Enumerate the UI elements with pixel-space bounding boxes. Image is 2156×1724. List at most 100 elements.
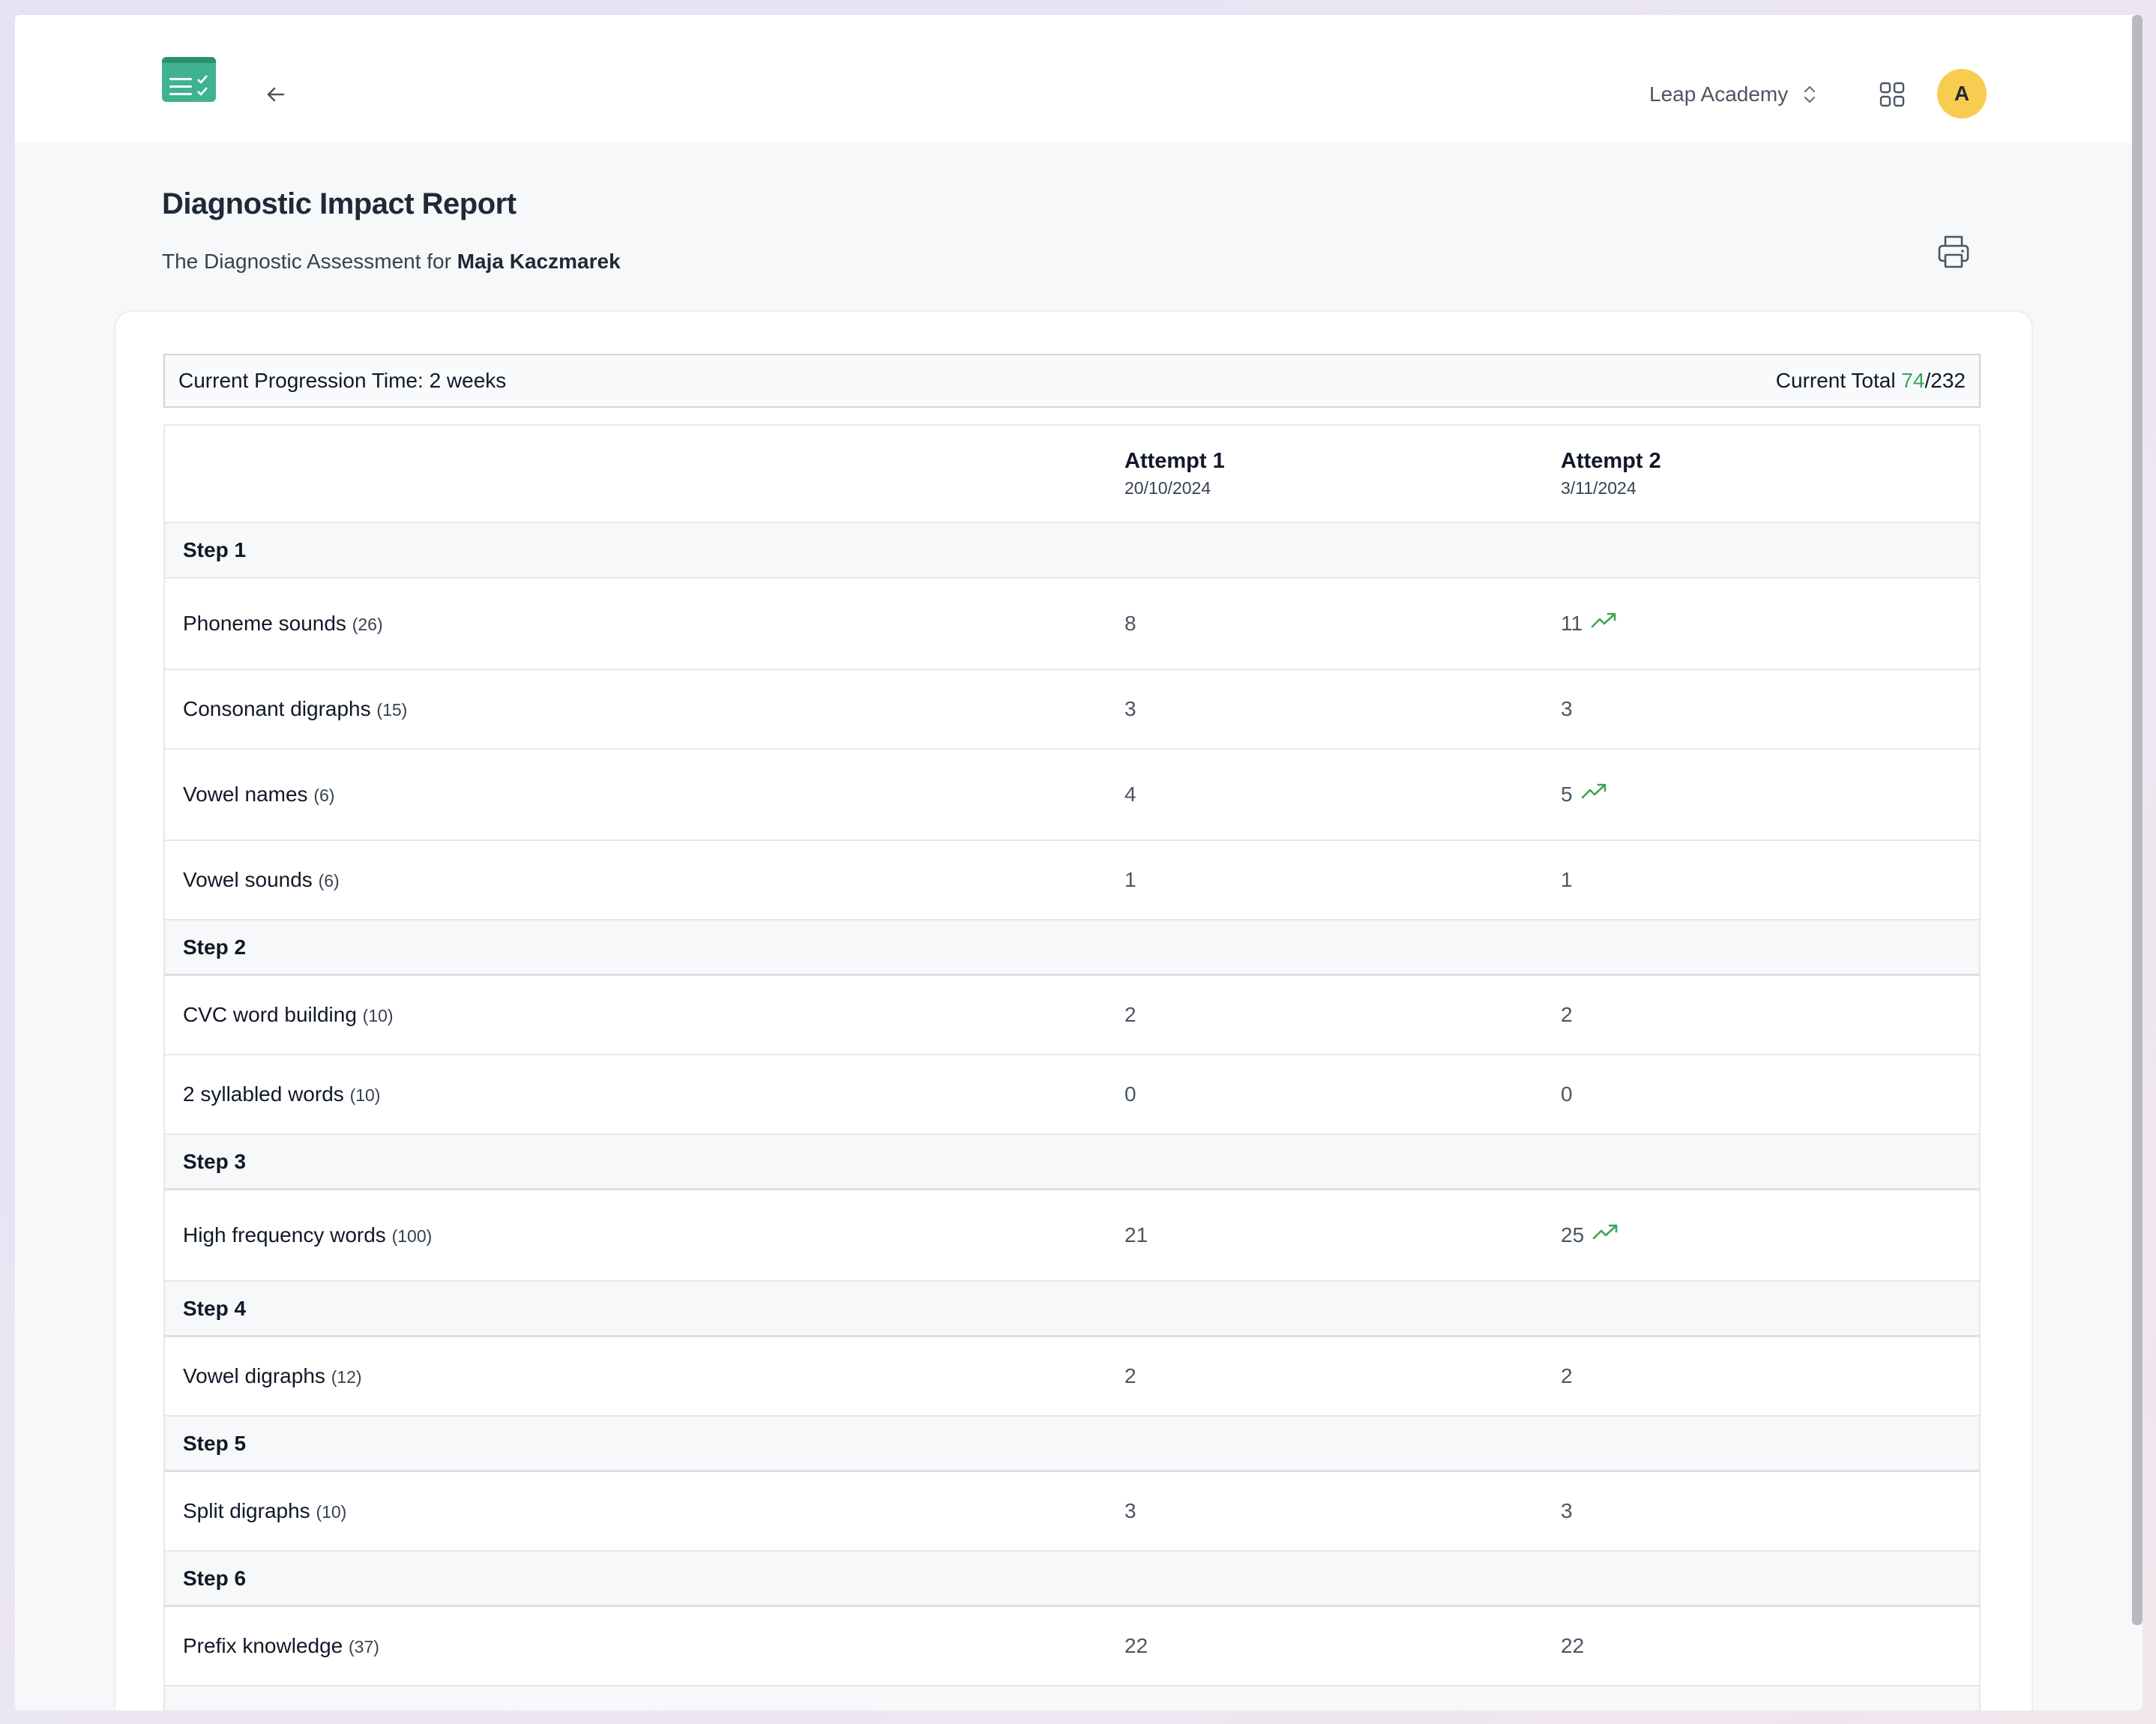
table-row: Consonant digraphs (15) 3 3 [165,670,1979,750]
skill-max-score: (10) [362,1006,394,1025]
attempt-2-score: 3 [1561,1499,1573,1522]
table-header-row: Attempt 1 20/10/2024 Attempt 2 3/11/2024 [165,426,1979,523]
organization-selector[interactable]: Leap Academy [1649,78,1818,111]
attempt-2-score: 1 [1561,868,1573,891]
skill-name: Vowel names [183,783,308,806]
current-total-score: 74 [1901,369,1925,392]
skill-name: 2 syllabled words [183,1082,344,1106]
table-row: Vowel digraphs (12) 2 2 [165,1337,1979,1417]
skill-max-score: (100) [391,1226,433,1246]
skill-label: CVC word building (10) [183,1003,394,1027]
app-window: Leap Academy A Diagnostic Impact Report … [15,15,2143,1711]
table-row: Split digraphs (10) 3 3 [165,1472,1979,1552]
attempt-title: Attempt 1 [1124,449,1225,473]
table-row: CVC word building (10) 2 2 [165,976,1979,1055]
attempt-1-score: 0 [1124,1082,1136,1106]
attempt-2-score: 2 [1561,1364,1573,1387]
attempt-2-score-cell: 2 [1561,1003,1573,1027]
grid-icon[interactable] [1877,79,1907,109]
skill-label: High frequency words (100) [183,1223,432,1247]
attempt-2-score: 5 [1561,783,1573,806]
attempt-2-score-cell: 25 [1561,1223,1620,1247]
skill-name: Phoneme sounds [183,612,346,635]
step-header-row: Step 2 [165,920,1979,976]
attempt-1-score: 3 [1124,697,1136,720]
attempt-1-score: 1 [1124,868,1136,891]
table-row: 2 syllabled words (10) 0 0 [165,1055,1979,1135]
current-total-label: Current Total [1775,369,1902,392]
skill-max-score: (37) [349,1637,379,1657]
table-row: Vowel sounds (6) 1 1 [165,841,1979,920]
skill-label: Vowel names (6) [183,783,334,807]
attempt-2-score: 3 [1561,697,1573,720]
arrow-left-icon[interactable] [261,79,291,109]
user-avatar[interactable]: A [1937,69,1987,118]
skill-label: Vowel sounds (6) [183,868,340,892]
attempt-1-score: 2 [1124,1003,1136,1026]
skill-max-score: (26) [352,615,383,634]
step-header-row: Step 3 [165,1135,1979,1190]
trending-up-icon [1592,1224,1618,1240]
step-label: Step 4 [183,1296,247,1320]
attempt-1-header: Attempt 1 20/10/2024 [1124,449,1225,498]
subtitle-prefix: The Diagnostic Assessment for [162,250,457,273]
skill-name: Prefix knowledge [183,1634,343,1657]
skill-label: Vowel digraphs (12) [183,1364,362,1388]
skill-name: Consonant digraphs [183,697,371,720]
attempt-2-score-cell: 1 [1561,868,1573,892]
attempt-date: 3/11/2024 [1561,478,1636,498]
table-row: Vowel names (6) 4 5 [165,750,1979,841]
chevron-up-down-icon [1804,85,1816,103]
attempt-2-score-cell: 3 [1561,697,1573,721]
step-label: Step 6 [183,1566,247,1590]
student-name: Maja Kaczmarek [457,250,621,273]
attempt-2-score-cell: 0 [1561,1082,1573,1106]
trending-up-icon [1591,612,1616,628]
table-row: High frequency words (100) 21 25 [165,1190,1979,1282]
step-header-row: Step 5 [165,1417,1979,1472]
top-navigation-bar: Leap Academy A [15,15,2143,142]
attempt-2-header: Attempt 2 3/11/2024 [1561,449,1661,498]
attempt-date: 20/10/2024 [1124,478,1211,498]
skill-max-score: (10) [316,1502,347,1522]
report-card: Current Progression Time: 2 weeks Curren… [114,310,2033,1711]
attempt-1-score: 21 [1124,1223,1148,1247]
attempt-title: Attempt 2 [1561,449,1661,473]
table-row: Prefix knowledge (37) 22 22 [165,1607,1979,1687]
diagnostic-results-table: Attempt 1 20/10/2024 Attempt 2 3/11/2024… [163,424,1981,1711]
current-total-max: /232 [1924,369,1966,392]
step-label: Step 3 [183,1149,247,1173]
skill-name: High frequency words [183,1223,386,1247]
scrollbar-thumb[interactable] [2132,15,2143,1625]
skill-name: Vowel sounds [183,868,313,891]
attempt-1-score: 4 [1124,783,1136,806]
step-label: Step 5 [183,1431,247,1455]
attempt-1-score: 2 [1124,1364,1136,1387]
printer-icon[interactable] [1936,232,1972,271]
attempt-2-score: 11 [1561,612,1583,635]
progression-time: Current Progression Time: 2 weeks [178,369,507,392]
table-row: Phoneme sounds (26) 8 11 [165,579,1979,670]
skill-name: Split digraphs [183,1499,310,1522]
skill-max-score: (10) [349,1085,381,1105]
skill-label: 2 syllabled words (10) [183,1082,380,1106]
page-title: Diagnostic Impact Report [162,187,517,220]
step-label: Step 1 [183,538,247,561]
skill-max-score: (15) [376,700,408,720]
attempt-1-score: 22 [1124,1634,1148,1657]
page-subtitle: The Diagnostic Assessment for Maja Kaczm… [162,250,621,274]
attempt-2-score: 2 [1561,1003,1573,1026]
checklist-logo-icon[interactable] [162,57,216,102]
current-total: Current Total 74/232 [1776,369,1966,393]
skill-max-score: (12) [331,1367,362,1387]
attempt-2-score: 22 [1561,1634,1585,1657]
skill-name: CVC word building [183,1003,357,1026]
skill-max-score: (6) [318,871,340,890]
step-header-row: Step 4 [165,1282,1979,1337]
skill-label: Prefix knowledge (37) [183,1634,379,1658]
step-header-row: Step 6 [165,1552,1979,1607]
attempt-1-score: 3 [1124,1499,1136,1522]
organization-name: Leap Academy [1649,82,1789,106]
attempt-2-score-cell: 5 [1561,783,1609,807]
trending-up-icon [1581,783,1606,799]
